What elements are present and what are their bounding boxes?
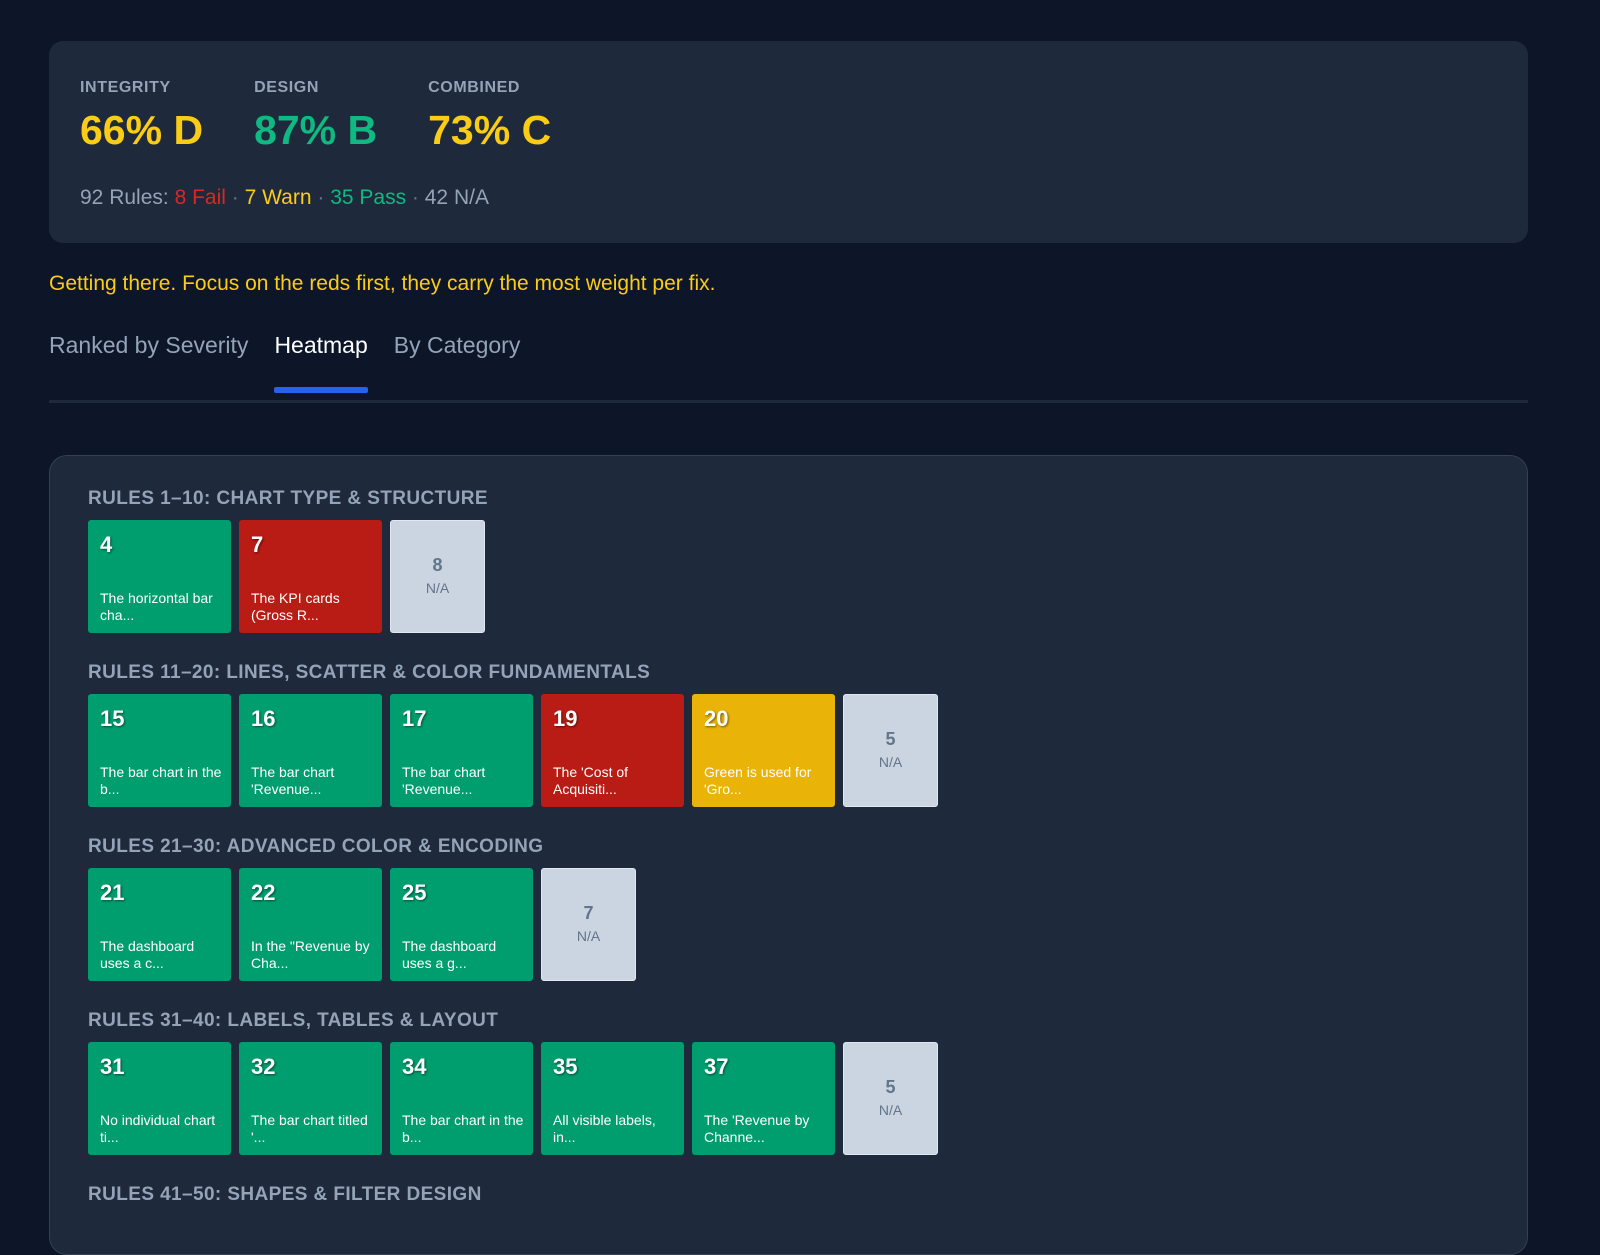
rule-tile[interactable]: 32 The bar chart titled '... [239,1042,382,1155]
summary-separator: · [311,186,331,209]
rule-number: 4 [100,532,113,557]
na-tile-label: N/A [878,1102,903,1118]
rule-number: 25 [402,880,427,905]
rule-summary: The dashboard uses a c... [100,938,195,971]
rule-summary: The dashboard uses a g... [402,938,497,971]
rule-tile[interactable]: 25 The dashboard uses a g... [390,868,533,981]
rule-summary: The 'Cost of Acquisiti... [553,764,629,797]
rule-number: 32 [251,1054,276,1079]
rule-summary: The bar chart in the b... [100,764,222,797]
rule-summary: No individual chart ti... [100,1112,216,1145]
tile-row: 31 No individual chart ti... 32 The bar … [88,1042,946,1155]
group-title: RULES 21–30: ADVANCED COLOR & ENCODING [88,836,544,857]
rule-summary: The bar chart titled '... [251,1112,368,1145]
integrity-label: INTEGRITY [80,79,171,96]
rule-number: 21 [100,880,125,905]
na-tile[interactable]: 5 N/A [843,1042,938,1155]
view-tabs: Ranked by Severity Heatmap By Category [49,332,1528,403]
rule-summary: The horizontal bar cha... [100,590,213,623]
rule-summary: All visible labels, in... [553,1112,656,1145]
rule-number: 19 [553,706,578,731]
na-tile[interactable]: 8 N/A [390,520,485,633]
rule-group: RULES 31–40: LABELS, TABLES & LAYOUT 31 … [88,1010,946,1155]
na-count: 42 N/A [424,186,489,209]
tab-by-category[interactable]: By Category [393,332,521,358]
na-tile-count: 5 [885,729,896,749]
rule-summary: The bar chart 'Revenue... [402,764,486,797]
combined-metric: COMBINED 73% C [428,79,551,153]
rule-tile[interactable]: 31 No individual chart ti... [88,1042,231,1155]
combined-score: 73% C [428,107,552,153]
rule-tile[interactable]: 19 The 'Cost of Acquisiti... [541,694,684,807]
rule-summary: The bar chart in the b... [402,1112,524,1145]
warn-count: 7 Warn [244,186,312,209]
group-title: RULES 1–10: CHART TYPE & STRUCTURE [88,488,488,509]
rule-group: RULES 11–20: LINES, SCATTER & COLOR FUND… [88,662,946,807]
summary-separator: · [225,186,245,209]
status-message: Getting there. Focus on the reds first, … [49,272,716,295]
fail-count: 8 Fail [174,186,226,209]
combined-label: COMBINED [428,79,521,96]
na-tile-label: N/A [878,754,903,770]
group-title: RULES 11–20: LINES, SCATTER & COLOR FUND… [88,662,651,683]
tab-heatmap[interactable]: Heatmap [274,332,369,400]
tab-ranked-by-severity[interactable]: Ranked by Severity [49,332,249,358]
rule-number: 34 [402,1054,427,1079]
rule-summary: Green is used for 'Gro... [704,764,812,797]
score-card: INTEGRITY 66% D DESIGN 87% B COMBINED 73… [49,41,1528,243]
na-tile-label: N/A [576,928,601,944]
na-tile[interactable]: 7 N/A [541,868,636,981]
rule-number: 31 [100,1054,125,1079]
rule-number: 37 [704,1054,729,1079]
rule-number: 20 [704,706,729,731]
rule-tile[interactable]: 4 The horizontal bar cha... [88,520,231,633]
rule-tile[interactable]: 21 The dashboard uses a c... [88,868,231,981]
score-metrics: INTEGRITY 66% D DESIGN 87% B COMBINED 73… [80,79,602,153]
na-tile[interactable]: 5 N/A [843,694,938,807]
group-title: RULES 41–50: SHAPES & FILTER DESIGN [88,1184,482,1205]
integrity-metric: INTEGRITY 66% D [80,79,203,153]
rule-group: RULES 1–10: CHART TYPE & STRUCTURE 4 The… [88,488,493,633]
rule-summary: The KPI cards (Gross R... [251,590,340,623]
group-title: RULES 31–40: LABELS, TABLES & LAYOUT [88,1010,499,1031]
rule-number: 17 [402,706,427,731]
rule-number: 7 [251,532,264,557]
rule-tile[interactable]: 7 The KPI cards (Gross R... [239,520,382,633]
heatmap-panel: RULES 1–10: CHART TYPE & STRUCTURE 4 The… [49,455,1528,1255]
rule-group: RULES 21–30: ADVANCED COLOR & ENCODING 2… [88,836,644,981]
rule-tile[interactable]: 35 All visible labels, in... [541,1042,684,1155]
tile-row: 4 The horizontal bar cha... 7 The KPI ca… [88,520,493,633]
rule-number: 22 [251,880,276,905]
rule-summary: The 'Revenue by Channe... [704,1112,810,1145]
summary-separator: · [406,186,425,209]
na-tile-count: 8 [432,555,443,575]
rule-summary: In the "Revenue by Cha... [251,938,370,971]
integrity-score: 66% D [80,107,204,153]
na-tile-count: 5 [885,1077,896,1097]
rule-number: 16 [251,706,276,731]
rule-tile[interactable]: 20 Green is used for 'Gro... [692,694,835,807]
rule-tile[interactable]: 34 The bar chart in the b... [390,1042,533,1155]
rule-group: RULES 41–50: SHAPES & FILTER DESIGN [88,1184,482,1206]
na-tile-label: N/A [425,580,450,596]
rule-summary: The bar chart 'Revenue... [251,764,335,797]
design-label: DESIGN [254,79,320,96]
rule-tile[interactable]: 22 In the "Revenue by Cha... [239,868,382,981]
tile-row: 21 The dashboard uses a c... 22 In the "… [88,868,644,981]
rule-tile[interactable]: 37 The 'Revenue by Channe... [692,1042,835,1155]
rules-summary: 92 Rules: 8 Fail · 7 Warn · 35 Pass · 42… [80,186,489,210]
pass-count: 35 Pass [330,186,407,209]
design-metric: DESIGN 87% B [254,79,377,153]
rule-tile[interactable]: 16 The bar chart 'Revenue... [239,694,382,807]
summary-prefix: 92 Rules: [80,186,175,209]
rule-tile[interactable]: 15 The bar chart in the b... [88,694,231,807]
rule-number: 15 [100,706,125,731]
rule-number: 35 [553,1054,578,1079]
tile-row: 15 The bar chart in the b... 16 The bar … [88,694,946,807]
na-tile-count: 7 [583,903,594,923]
design-score: 87% B [254,107,378,153]
rule-tile[interactable]: 17 The bar chart 'Revenue... [390,694,533,807]
